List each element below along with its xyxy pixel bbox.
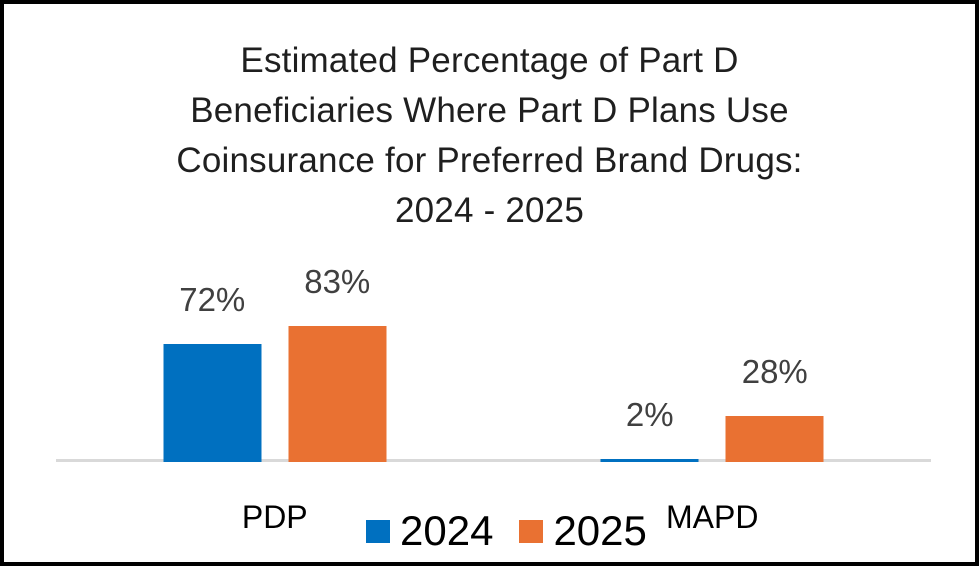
legend-swatch-2025 — [519, 519, 544, 543]
data-label-pdp-2025: 83% — [304, 262, 371, 300]
chart-title: Estimated Percentage of Part D Beneficia… — [4, 36, 975, 236]
bar-slot-mapd-2024: 2% — [600, 298, 699, 462]
bar-pdp-2025 — [288, 325, 387, 462]
legend-item-2024: 2024 — [366, 510, 493, 552]
bar-group-mapd: 2% 28% MAPD — [600, 298, 824, 533]
bar-slot-mapd-2025: 28% — [725, 298, 824, 462]
chart-title-line: Estimated Percentage of Part D — [240, 41, 739, 80]
legend: 2024 2025 — [366, 510, 647, 552]
data-label-mapd-2024: 2% — [625, 395, 674, 433]
chart-title-line: Coinsurance for Preferred Brand Drugs: — [176, 141, 803, 180]
legend-label-2025: 2025 — [553, 507, 647, 554]
legend-item-2025: 2025 — [519, 507, 647, 554]
bar-group-pdp: 72% 83% PDP — [163, 265, 387, 533]
legend-label-2024: 2024 — [400, 507, 494, 554]
data-label-pdp-2024: 72% — [179, 280, 246, 318]
data-label-mapd-2025: 28% — [741, 353, 808, 391]
bar-slot-pdp-2025: 83% — [288, 265, 387, 462]
category-label-pdp: PDP — [241, 499, 308, 535]
plot-area: 72% 83% PDP 2% 28% MAPD — [56, 265, 931, 533]
bar-mapd-2025 — [725, 416, 824, 462]
x-axis-line — [56, 459, 931, 462]
bar-slot-pdp-2024: 72% — [163, 283, 262, 462]
category-label-mapd: MAPD — [666, 499, 759, 535]
chart-title-line: 2024 - 2025 — [394, 191, 585, 230]
chart-title-line: Beneficiaries Where Part D Plans Use — [190, 91, 789, 130]
bar-mapd-2024 — [600, 458, 699, 462]
legend-swatch-2024 — [366, 519, 390, 543]
bar-pdp-2024 — [163, 343, 262, 462]
